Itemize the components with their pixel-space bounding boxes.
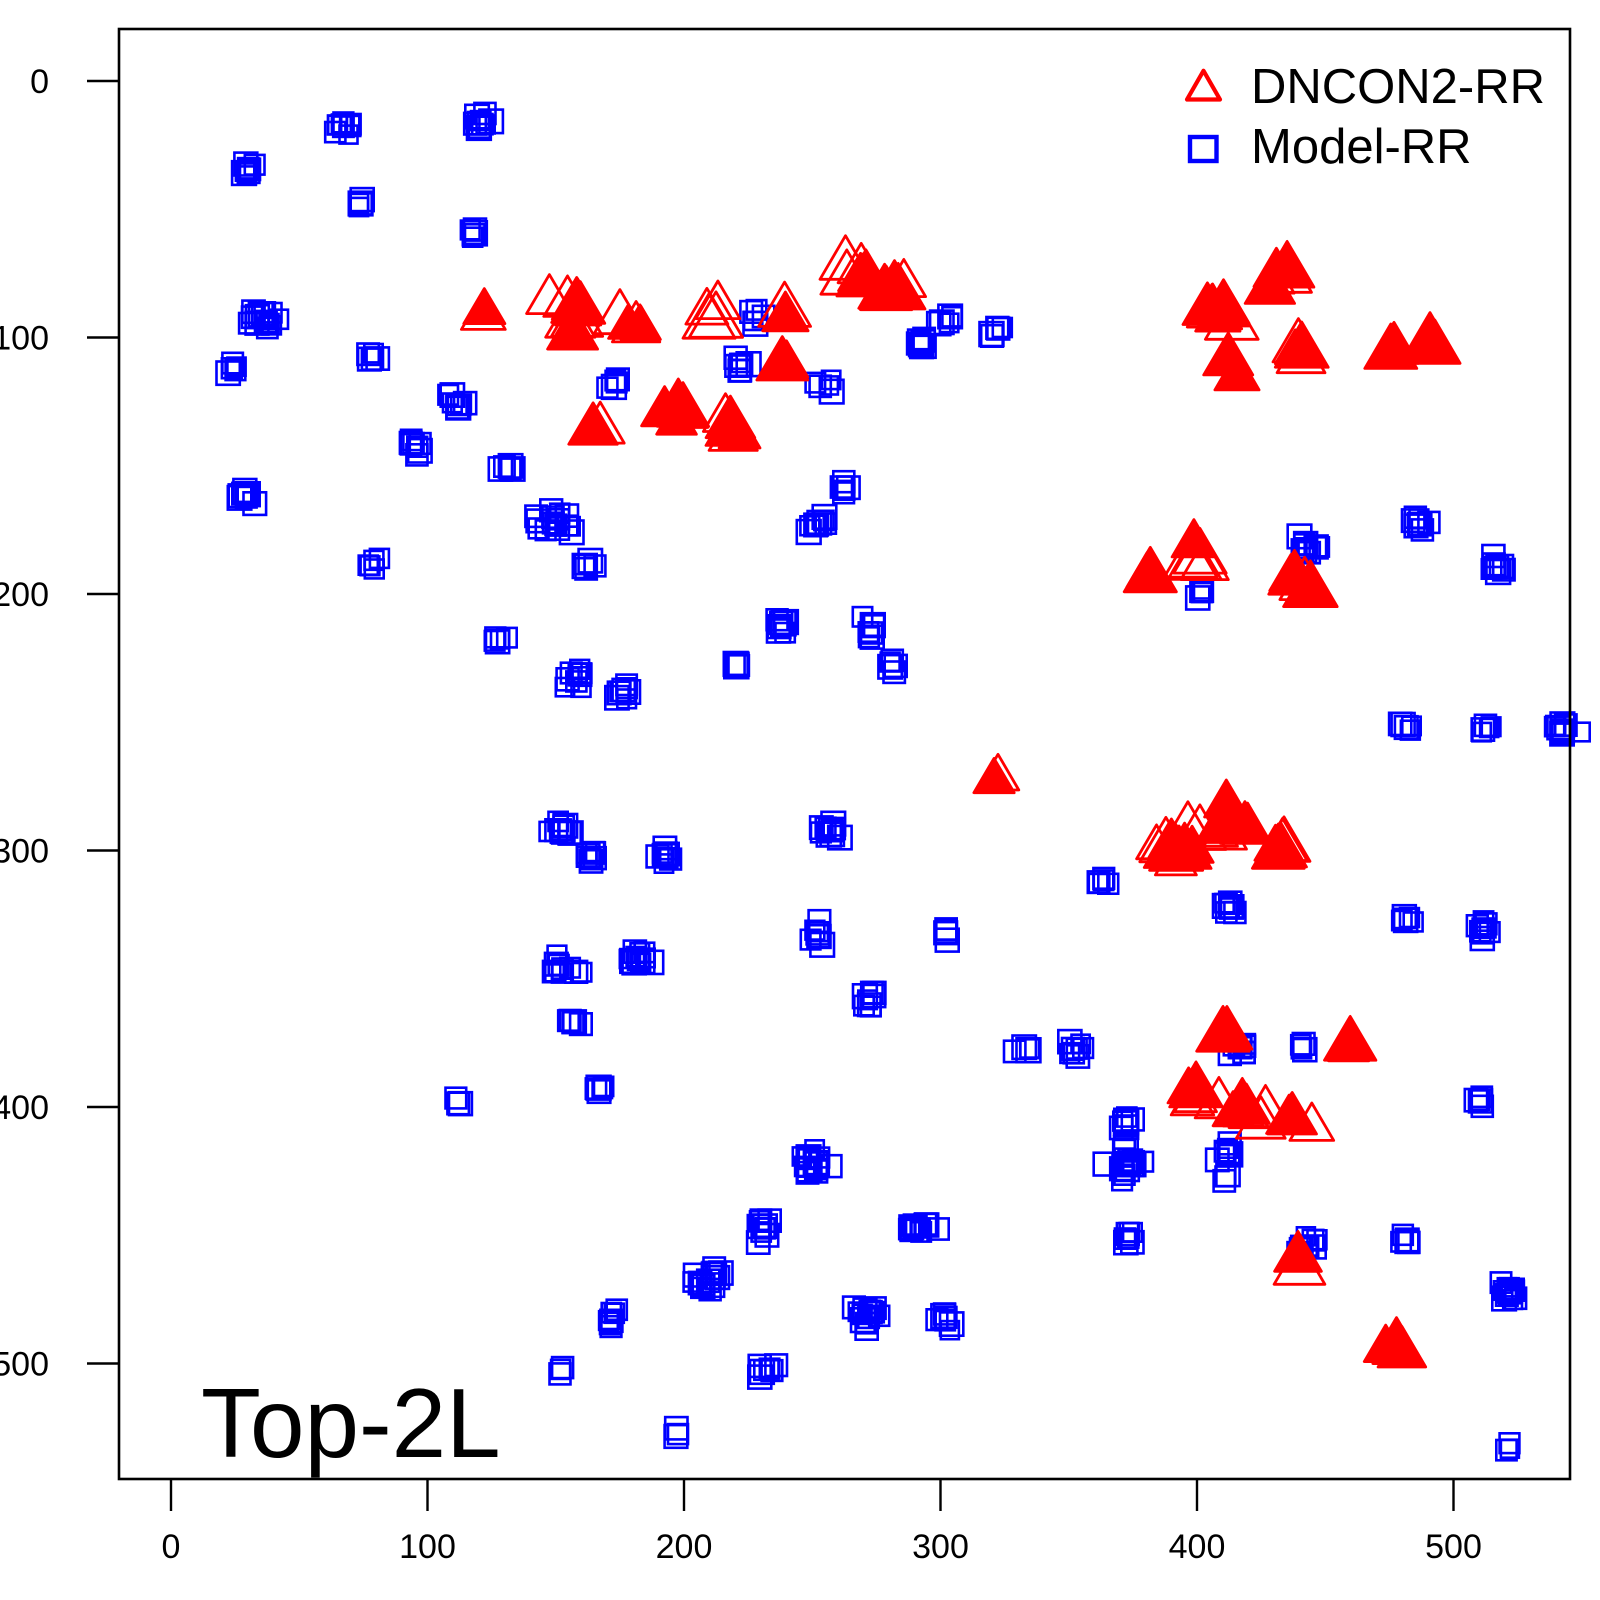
- svg-text:200: 200: [0, 576, 49, 614]
- svg-text:100: 100: [399, 1528, 456, 1566]
- svg-text:100: 100: [0, 320, 49, 358]
- svg-text:0: 0: [30, 63, 49, 101]
- svg-text:500: 500: [0, 1346, 49, 1384]
- svg-text:DNCON2-RR: DNCON2-RR: [1251, 60, 1545, 114]
- svg-text:200: 200: [656, 1528, 713, 1566]
- svg-text:300: 300: [0, 833, 49, 871]
- svg-text:Top-2L: Top-2L: [201, 1368, 501, 1478]
- svg-text:0: 0: [162, 1528, 181, 1566]
- svg-text:400: 400: [1169, 1528, 1226, 1566]
- svg-text:400: 400: [0, 1089, 49, 1127]
- svg-text:500: 500: [1425, 1528, 1482, 1566]
- svg-text:300: 300: [912, 1528, 969, 1566]
- svg-text:Model-RR: Model-RR: [1251, 120, 1472, 174]
